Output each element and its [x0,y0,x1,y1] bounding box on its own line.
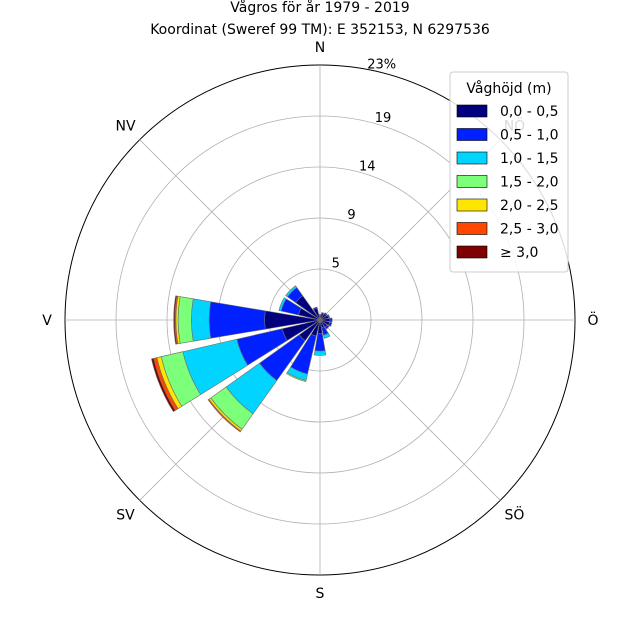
rose-bar-ÖSÖ-1 [328,321,333,327]
direction-label-S: S [316,586,325,602]
legend-swatch [456,151,488,165]
direction-label-N: N [315,40,325,56]
radial-tick-labels: 5 9 14 19 23% [332,58,397,272]
rose-bar-N-1 [318,314,322,316]
grid-spoke [139,139,321,321]
radial-tick-label: 14 [359,159,376,174]
chart-title: Vågros för år 1979 - 2019 [230,0,409,16]
legend-label: ≥ 3,0 [500,245,538,261]
rose-bar-SÖ-1 [324,324,330,330]
legend-swatch [456,175,488,188]
rose-bar-ÖNÖ-1 [327,314,331,319]
legend: Våghöjd (m) 0,0 - 0,5 0,5 - 1,0 1,0 - 1,5 1,… [449,71,569,273]
direction-label-NV: NV [116,119,136,135]
legend-swatch [456,128,488,141]
rose-bar-NNV-1 [312,306,318,311]
legend-swatch [456,198,488,212]
rose-bar-V-1 [208,301,266,339]
rose-bar-SSÖ-2 [323,332,331,339]
legend-swatch [456,245,488,259]
legend-box [449,71,569,273]
rose-bars [151,285,333,433]
rose-bar-V-3 [177,296,194,344]
legend-title: Våghöjd (m) [466,80,551,97]
rose-bar-S-2 [313,350,327,356]
rose-bar-NÖ-1 [324,312,328,316]
rose-bar-VSV-6 [151,358,176,413]
rose-bar-SV-5 [207,398,242,433]
direction-label-Ö: Ö [587,311,598,329]
rose-bar-VNV-2 [278,297,287,312]
grid-spoke [319,319,501,501]
polar-grid [64,64,576,576]
direction-label-SV: SV [116,507,135,523]
rose-bar-SSV-3 [286,372,307,382]
radial-tick-label: 23% [367,58,396,73]
legend-label: 2,5 - 3,0 [500,222,558,238]
radial-tick-label: 19 [375,111,392,126]
radial-tick-label: 5 [332,256,340,271]
chart-subtitle: Koordinat (Sweref 99 TM): E 352153, N 62… [150,22,490,38]
rose-bar-V-6 [173,295,178,345]
legend-label: 2,0 - 2,5 [500,198,558,214]
legend-swatch [456,104,488,118]
legend-label: 1,5 - 2,0 [500,175,558,191]
rose-bar-NV-2 [285,285,298,298]
radial-tick-label: 9 [347,208,355,223]
legend-label: 0,5 - 1,0 [500,128,558,144]
direction-label-V: V [42,313,52,329]
direction-label-SÖ: SÖ [505,505,525,523]
rose-bar-NNÖ-1 [321,312,325,315]
rose-bar-V-2 [191,298,211,342]
rose-bar-Ö-1 [329,317,333,323]
legend-swatch [456,222,488,235]
legend-label: 0,0 - 0,5 [500,104,558,120]
legend-label: 1,0 - 1,5 [500,151,558,167]
